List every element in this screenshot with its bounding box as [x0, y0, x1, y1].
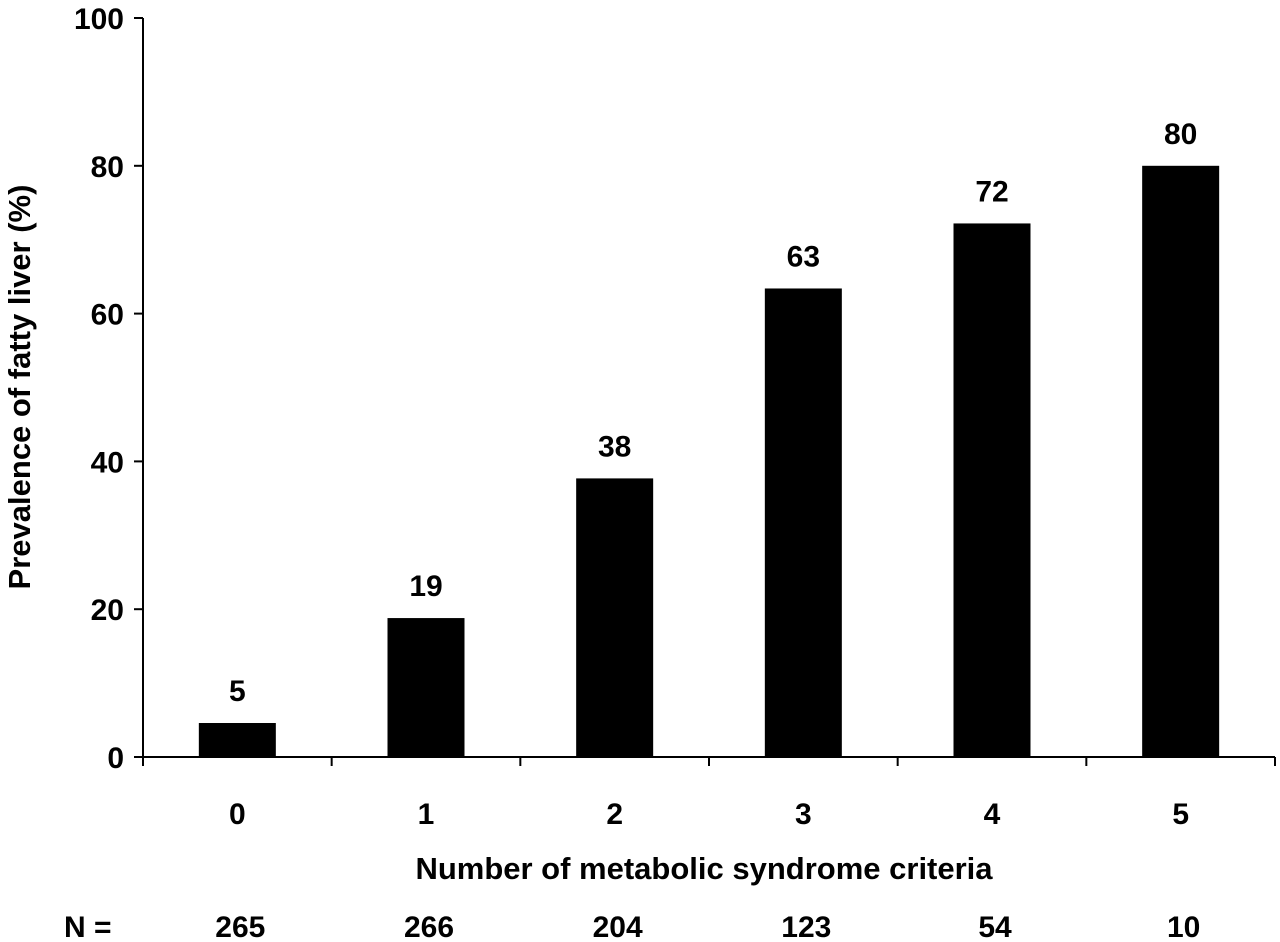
bar-3: [764, 288, 842, 757]
axes-layer: [142, 18, 1275, 758]
bar-0: [198, 723, 276, 757]
bar-5: [1142, 165, 1220, 758]
x-tick-label-5: 5: [1172, 798, 1189, 831]
data-label-2: 38: [598, 430, 631, 463]
n-value-3: 123: [781, 911, 831, 942]
y-tick-label: 40: [91, 446, 124, 479]
bar-1: [387, 618, 465, 757]
n-value-1: 266: [404, 911, 454, 942]
y-axis-title: Prevalence of fatty liver (%): [2, 185, 37, 590]
data-label-5: 80: [1164, 118, 1197, 151]
y-tick-label: 20: [91, 594, 124, 627]
bar-4: [953, 223, 1031, 757]
data-label-4: 72: [975, 175, 1008, 208]
x-tick-label-0: 0: [229, 798, 246, 831]
y-tick-label: 100: [74, 3, 124, 36]
x-tick-label-1: 1: [418, 798, 435, 831]
bar-2: [576, 478, 654, 757]
y-tick-label: 60: [91, 299, 124, 332]
x-tick-label-4: 4: [984, 798, 1001, 831]
y-tick-label: 0: [107, 742, 124, 775]
n-value-5: 10: [1167, 911, 1200, 942]
bars-layer: [198, 165, 1220, 758]
y-tick-label: 80: [91, 151, 124, 184]
x-tick-label-2: 2: [606, 798, 623, 831]
data-label-3: 63: [787, 240, 820, 273]
x-tick-label-3: 3: [795, 798, 812, 831]
n-value-0: 265: [215, 911, 265, 942]
n-row-label: N =: [64, 911, 112, 942]
n-value-4: 54: [978, 911, 1012, 942]
data-label-0: 5: [229, 675, 246, 708]
x-axis-title: Number of metabolic syndrome criteria: [415, 851, 993, 886]
ticks-layer: [134, 17, 1276, 766]
n-value-2: 204: [593, 911, 643, 942]
data-label-1: 19: [409, 570, 442, 603]
labels-layer: 0 20 40 60 80 100 5 0 265 19 1 266 38 2 204 63 3 123 72 4 54…: [74, 3, 1200, 942]
